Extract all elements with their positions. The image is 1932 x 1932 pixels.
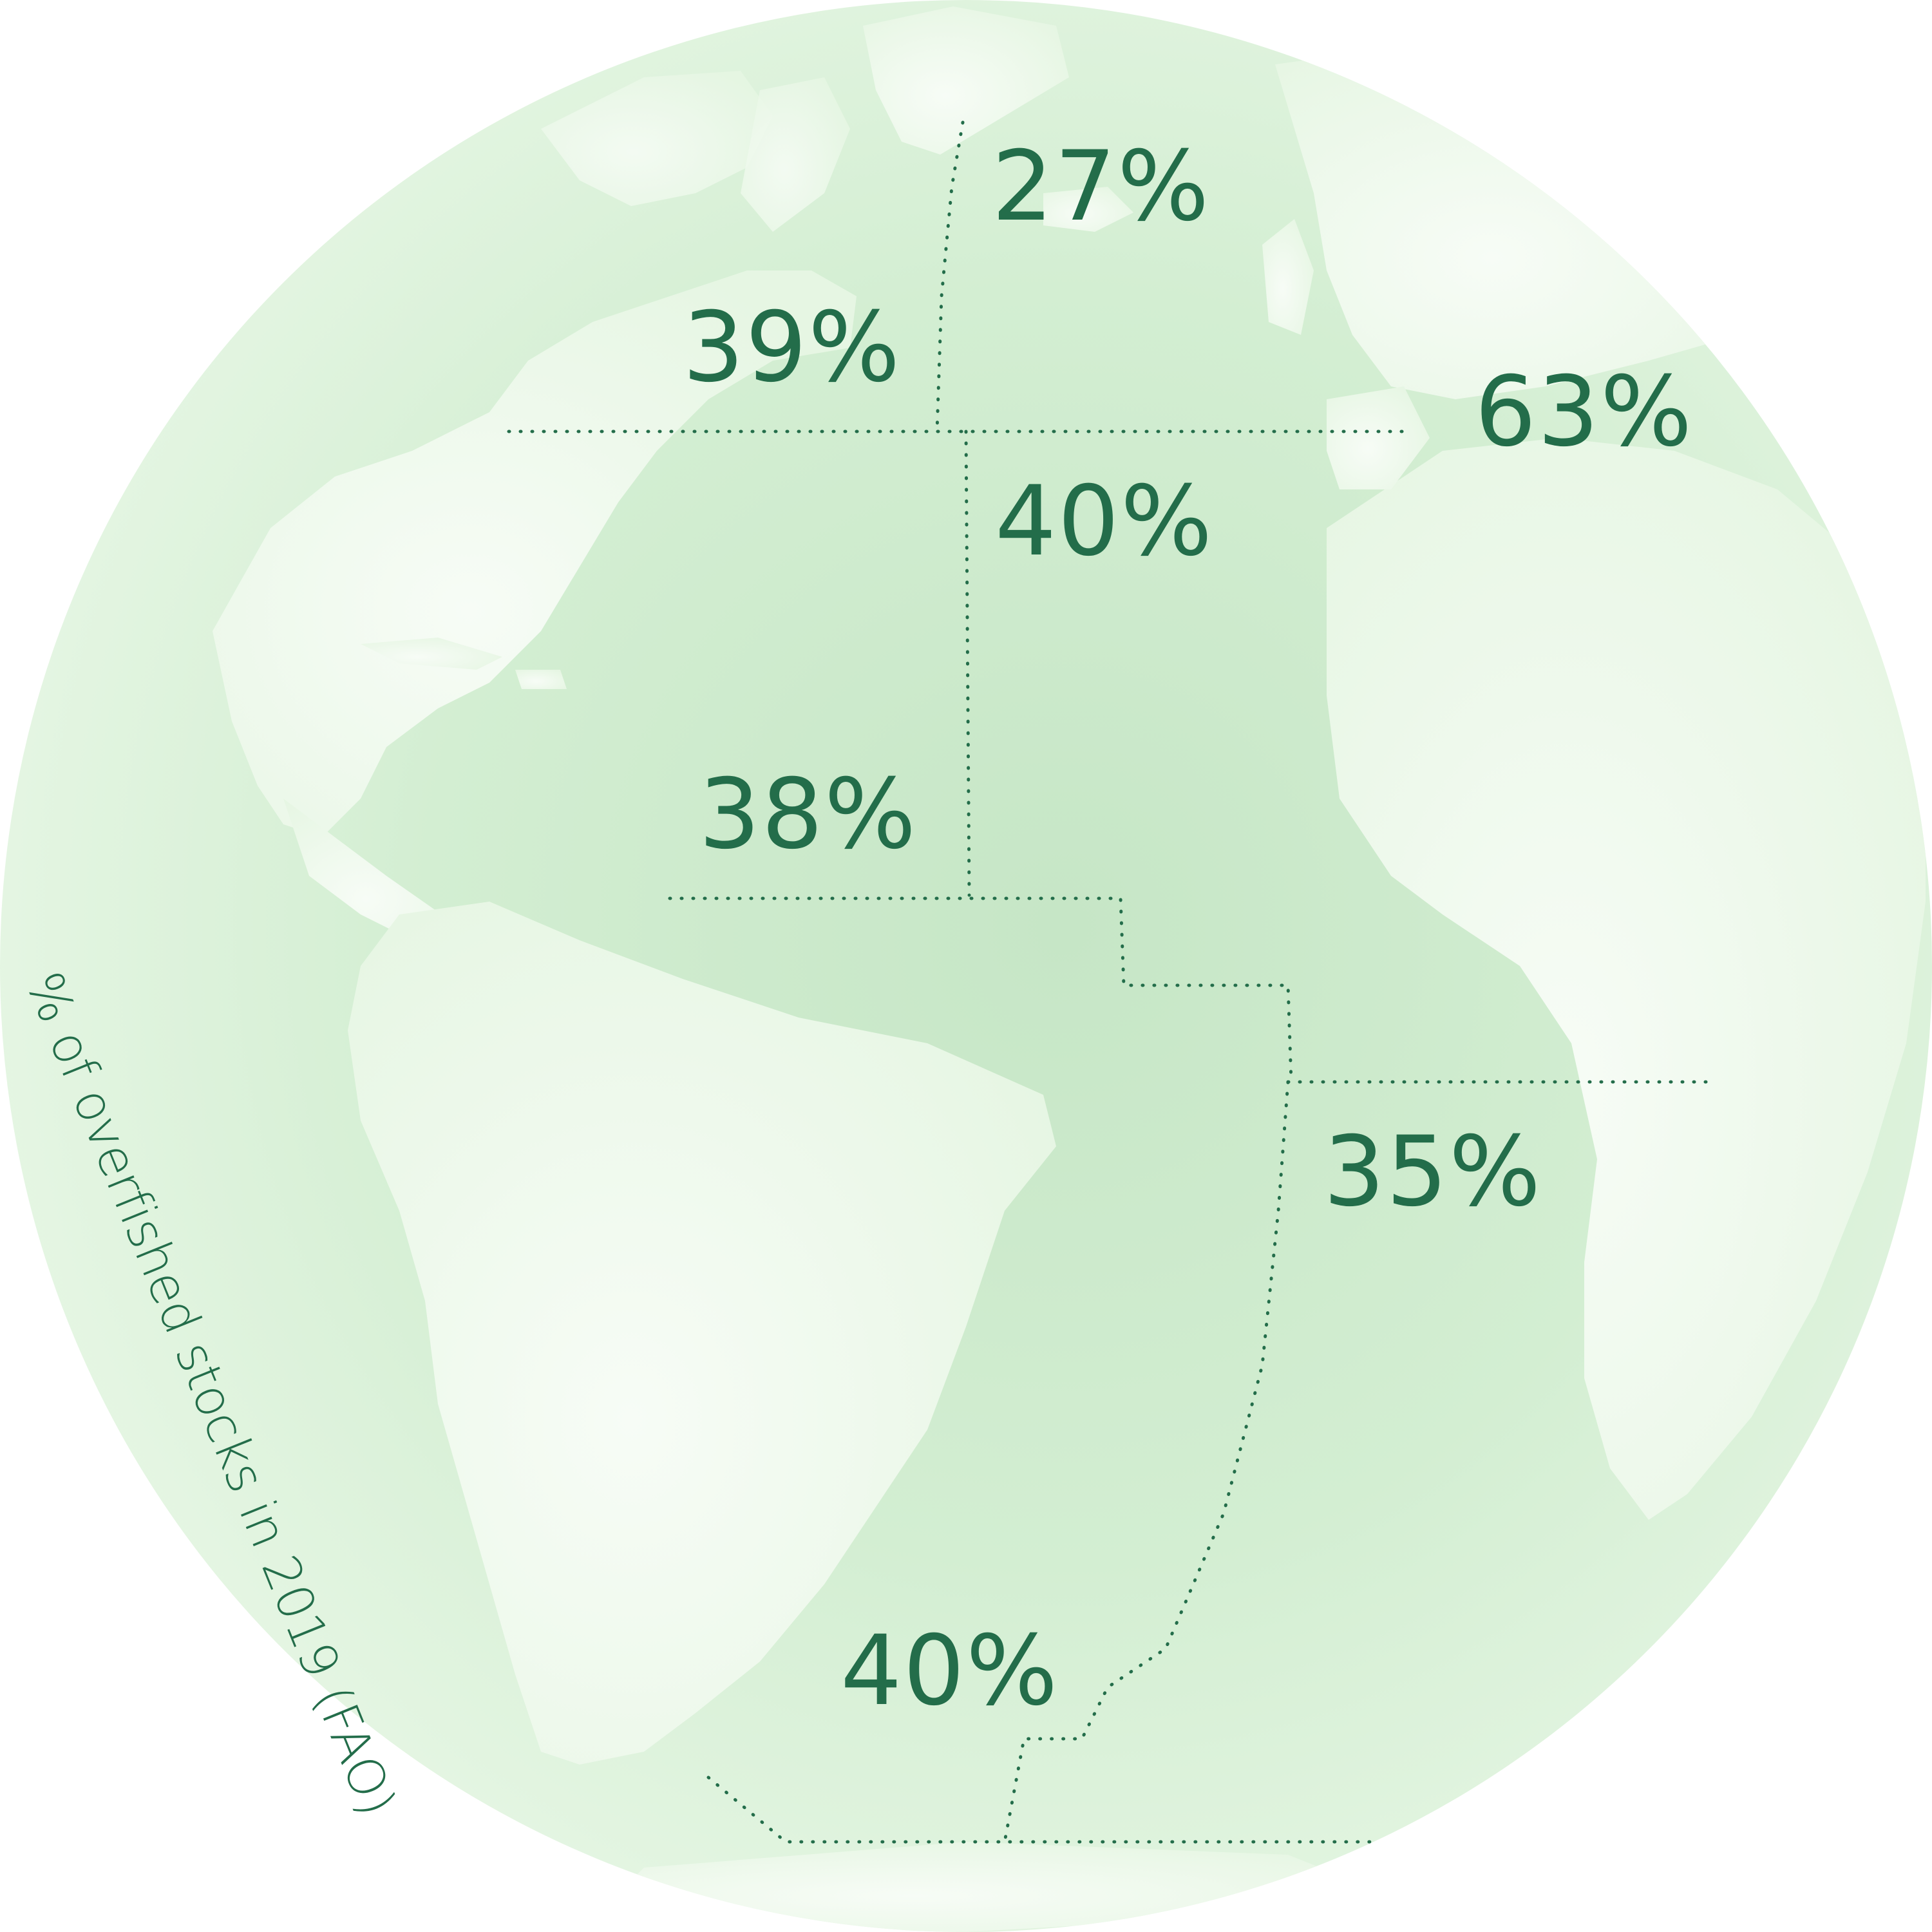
- region-label-northwest-atlantic: 27%: [992, 131, 1211, 243]
- boundary-nw-ne: [935, 120, 965, 433]
- landmass-britain: [1262, 219, 1314, 335]
- landmass-cuba: [361, 638, 502, 670]
- region-label-southeast-atlantic: 35%: [1323, 1116, 1542, 1228]
- landmass-baffin: [741, 77, 850, 232]
- landmass-greenland: [863, 6, 1069, 155]
- boundary-south: [706, 1776, 1374, 1844]
- landmass-hispaniola: [515, 670, 567, 689]
- landmass-arctic-islands: [541, 71, 773, 206]
- boundary-mid-atlantic: [964, 430, 971, 897]
- region-label-southwest-atlantic: 40%: [840, 1615, 1059, 1727]
- landmass-iceland: [1043, 187, 1133, 232]
- region-label-northeast-atlantic-west: 39%: [683, 292, 902, 404]
- landmass-south-america: [348, 902, 1056, 1765]
- boundary-wc-south: [668, 896, 1293, 1084]
- region-label-mediterranean-black-sea: 63%: [1475, 356, 1694, 468]
- region-label-western-central-atlantic: 38%: [699, 759, 918, 871]
- region-label-eastern-central-atlantic: 40%: [995, 466, 1214, 578]
- landmass-iberia: [1327, 386, 1430, 489]
- landmass-africa: [1327, 438, 1926, 1520]
- landmass-north-america: [213, 270, 857, 837]
- fao-region-boundaries: [507, 120, 1715, 1844]
